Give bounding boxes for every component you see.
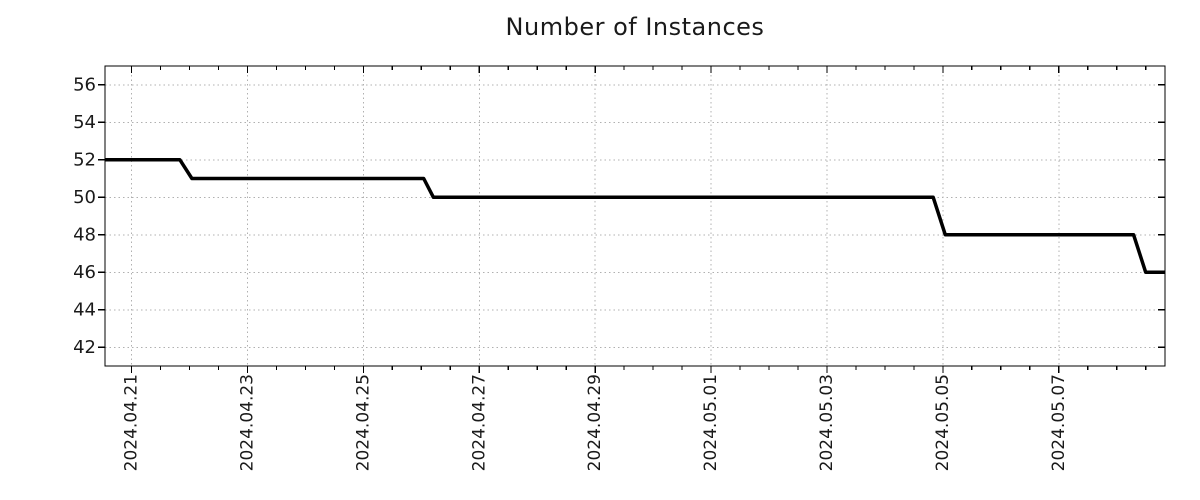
y-tick-label: 48 (73, 224, 96, 245)
plot-border (104, 65, 1166, 367)
x-tick-label: 2024.04.23 (237, 374, 257, 471)
x-tick-label: 2024.05.07 (1049, 374, 1069, 471)
x-tick-label: 2024.04.27 (469, 374, 489, 471)
x-tick-label: 2024.05.01 (701, 374, 721, 471)
x-tick-label: 2024.05.03 (817, 374, 837, 471)
x-tick-label: 2024.04.29 (585, 374, 605, 471)
chart-title: Number of Instances (505, 13, 765, 41)
y-tick-label: 46 (73, 262, 96, 283)
y-tick-label: 50 (73, 187, 96, 208)
x-tick-label: 2024.04.25 (353, 374, 373, 471)
y-tick-label: 52 (73, 149, 96, 170)
y-tick-label: 56 (73, 74, 96, 95)
y-tick-label: 54 (73, 112, 96, 133)
y-tick-label: 44 (73, 299, 96, 320)
x-tick-label: 2024.04.21 (122, 374, 142, 471)
y-tick-label: 42 (73, 337, 96, 358)
data-line (105, 158, 1165, 275)
x-tick-label: 2024.05.05 (933, 374, 953, 471)
